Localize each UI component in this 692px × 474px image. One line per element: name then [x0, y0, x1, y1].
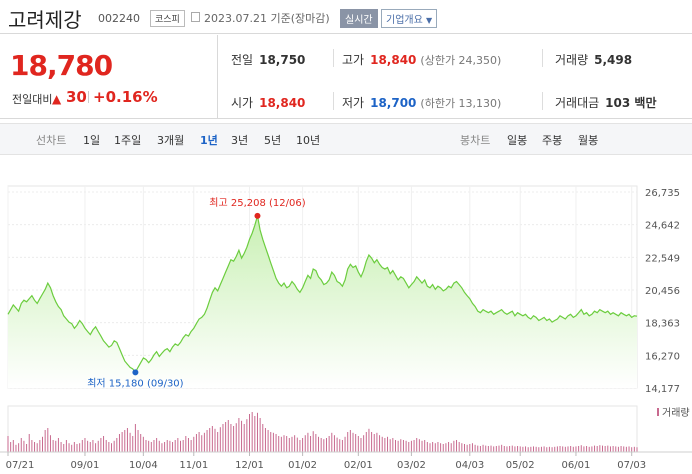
x-axis: 07/21 09/01 10/04 11/01 12/01 01/02 02/01 03/02… — [0, 451, 692, 471]
prev-close-label: 전일 — [231, 53, 254, 67]
low-cell: 저가 18,700 (하한가 13,130) — [342, 94, 501, 111]
amount-cell: 거래대금 103 백만 — [555, 94, 656, 111]
divider — [333, 92, 334, 110]
x-tick-label: 05/02 — [506, 460, 535, 471]
candle-chart-title: 봉차트 — [460, 134, 491, 147]
calendar-icon — [191, 12, 200, 22]
up-triangle-icon: ▲ — [52, 92, 62, 106]
market-badge: 코스피 — [150, 10, 185, 27]
open-cell: 시가 18,840 — [231, 94, 305, 111]
divider — [333, 49, 334, 67]
candle-weekly[interactable]: 주봉 — [542, 134, 563, 147]
low-value: 18,700 — [370, 96, 417, 110]
change-value: 30 — [66, 88, 87, 106]
x-tick-label: 04/03 — [455, 460, 484, 471]
company-info-button[interactable]: 기업개요 ▼ — [381, 9, 438, 28]
chevron-down-icon: ▼ — [426, 16, 433, 25]
high-cell: 고가 18,840 (상한가 24,350) — [342, 51, 501, 68]
x-tick-label: 07/03 — [617, 460, 646, 471]
y-tick-label: 20,456 — [645, 286, 680, 297]
min-point — [132, 369, 139, 376]
price-area — [8, 215, 637, 388]
divider — [88, 91, 89, 103]
min-label: 최저 15,180 (09/30) — [87, 377, 183, 389]
change-label: 전일대비 — [12, 93, 53, 106]
period-5y[interactable]: 5년 — [264, 134, 282, 147]
price-line — [7, 215, 638, 374]
y-tick-label: 16,270 — [645, 351, 680, 362]
lower-limit: (하한가 13,130) — [420, 97, 502, 110]
period-bar: 선차트 1일 1주일 3개월 1년 3년 5년 10년 봉차트 일봉 주봉 월봉 — [0, 123, 692, 155]
price-summary: 18,780 전일대비 ▲ 30 +0.16% 전일 18,750 고가 18,84… — [0, 35, 692, 119]
x-tick-label: 07/21 — [6, 460, 35, 471]
period-1w[interactable]: 1주일 — [114, 134, 142, 147]
x-tick-label: 11/01 — [179, 460, 208, 471]
current-price: 18,780 — [10, 49, 113, 82]
y-tick-label: 14,177 — [645, 384, 680, 395]
max-label: 최고 25,208 (12/06) — [209, 197, 305, 209]
high-value: 18,840 — [370, 53, 417, 67]
divider — [542, 49, 543, 67]
prev-close-value: 18,750 — [259, 53, 306, 67]
x-tick-label: 12/01 — [235, 460, 264, 471]
amount-label: 거래대금 — [555, 96, 600, 110]
stock-code: 002240 — [98, 12, 140, 25]
max-point — [254, 212, 261, 219]
chart-area — [7, 215, 638, 388]
volume-legend-label: 거래량 — [662, 407, 690, 419]
period-1y[interactable]: 1년 — [200, 134, 218, 147]
high-label: 고가 — [342, 53, 365, 67]
open-label: 시가 — [231, 96, 254, 110]
y-tick-label: 18,363 — [645, 319, 680, 330]
stock-header: 고려제강 002240 코스피 2023.07.21 기준(장마감) 실시간 기… — [0, 0, 692, 34]
volume-frame — [7, 405, 638, 453]
y-tick-label: 22,549 — [645, 253, 680, 264]
period-3y[interactable]: 3년 — [231, 134, 249, 147]
x-tick-label: 10/04 — [129, 460, 158, 471]
x-tick-label: 02/01 — [344, 460, 373, 471]
volume-cell: 거래량 5,498 — [555, 51, 632, 68]
y-tick-label: 24,642 — [645, 221, 680, 232]
amount-value: 103 백만 — [605, 96, 657, 110]
line-chart-title: 선차트 — [36, 134, 67, 147]
candle-monthly[interactable]: 월봉 — [578, 134, 599, 147]
price-chart: 26,735 24,642 22,549 20,456 18,363 16,270 14,1… — [0, 185, 692, 471]
volume-bars: 거래량 — [7, 405, 690, 453]
volume-label: 거래량 — [555, 53, 589, 67]
realtime-button[interactable]: 실시간 — [340, 9, 378, 28]
company-name: 고려제강 — [8, 8, 82, 32]
open-value: 18,840 — [259, 96, 306, 110]
prev-close-cell: 전일 18,750 — [231, 51, 305, 68]
period-3m[interactable]: 3개월 — [157, 134, 185, 147]
y-axis: 26,735 24,642 22,549 20,456 18,363 16,270 14,1… — [645, 188, 680, 395]
change-percent: +0.16% — [93, 88, 158, 106]
company-info-label: 기업개요 — [386, 15, 423, 26]
low-label: 저가 — [342, 96, 365, 110]
candle-daily[interactable]: 일봉 — [507, 134, 528, 147]
x-tick-label: 06/01 — [562, 460, 591, 471]
volume-legend-swatch — [657, 408, 659, 416]
extreme-markers: 최고 25,208 (12/06) 최저 15,180 (09/30) — [87, 197, 306, 390]
x-tick-label: 03/02 — [397, 460, 426, 471]
current-price-box: 18,780 전일대비 ▲ 30 +0.16% — [0, 35, 218, 119]
reference-date: 2023.07.21 기준(장마감) — [204, 12, 330, 25]
volume-value: 5,498 — [594, 53, 633, 67]
period-10y[interactable]: 10년 — [296, 134, 321, 147]
upper-limit: (상한가 24,350) — [420, 54, 502, 67]
x-tick-label: 01/02 — [288, 460, 317, 471]
x-tick-label: 09/01 — [71, 460, 100, 471]
period-1d[interactable]: 1일 — [83, 134, 101, 147]
y-tick-label: 26,735 — [645, 188, 680, 199]
divider — [542, 92, 543, 110]
